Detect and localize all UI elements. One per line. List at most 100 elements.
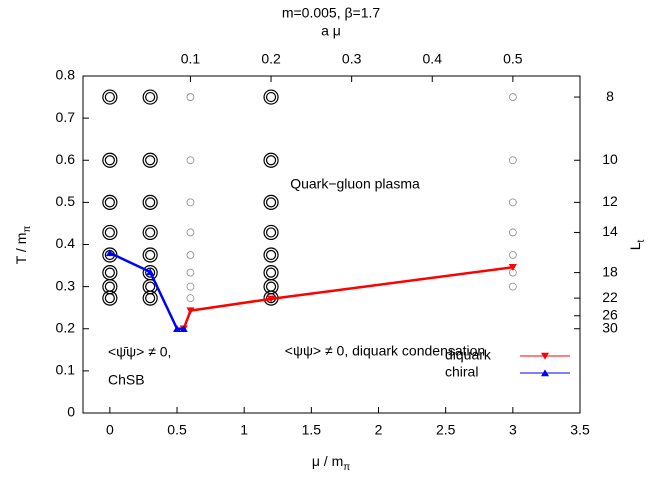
lattice-point (186, 268, 195, 277)
x2-tick-label: 0.1 (181, 51, 201, 67)
lattice-point-inner (265, 267, 277, 278)
lattice-point (508, 93, 517, 101)
y-axis-label-main: T / m (13, 233, 29, 265)
y2-tick-label: 14 (602, 223, 618, 239)
lattice-point (186, 282, 195, 291)
y2-axis-label-sub: t (636, 239, 647, 242)
lattice-point-inner (265, 249, 277, 261)
series-marker (105, 249, 114, 257)
lattice-point-inner (265, 227, 277, 238)
lattice-point (102, 224, 118, 241)
legend-label: diquark (445, 347, 492, 363)
lattice-point (186, 93, 195, 101)
chart-title: m=0.005, β=1.7 (282, 5, 381, 21)
lattice-point (102, 194, 118, 210)
lattice-point-inner (265, 155, 277, 166)
lattice-point-inner (145, 267, 156, 278)
series-marker (146, 268, 155, 276)
lattice-point (186, 156, 195, 165)
lattice-point-inner (265, 91, 277, 103)
lattice-point-inner (104, 281, 115, 292)
lattice-point (263, 224, 279, 241)
lattice-point-inner (104, 293, 115, 304)
lattice-point-inner (145, 293, 156, 304)
series-line (182, 266, 513, 330)
annotation: <ψψ> ≠ 0, diquark condensation (285, 343, 485, 359)
y-axis-label-sub: π (22, 226, 33, 233)
lattice-point-inner (104, 227, 115, 238)
lattice-point-inner (104, 155, 115, 166)
lattice-point-inner (104, 267, 115, 278)
legend-marker (541, 369, 549, 377)
x-tick-label: 1 (240, 422, 248, 438)
lattice-point (263, 89, 279, 105)
x-axis-label-sub: π (343, 462, 350, 473)
lattice-point (102, 152, 118, 168)
lattice-point (142, 247, 158, 263)
lattice-point (142, 152, 158, 168)
x2-tick-label: 0.2 (261, 51, 281, 67)
x2-tick-label: 0.3 (342, 51, 362, 67)
series-marker (508, 264, 517, 271)
y2-tick-label: 10 (602, 151, 618, 167)
lattice-point (102, 290, 118, 306)
lattice-point-inner (265, 281, 277, 292)
lattice-point-inner (145, 281, 156, 292)
y-tick-label: 0.2 (56, 319, 76, 335)
lattice-point (142, 290, 158, 306)
lattice-point (186, 228, 195, 237)
y-tick-label: 0 (67, 404, 75, 420)
y-tick-label: 0.1 (56, 362, 76, 378)
y-tick-label: 0.5 (56, 193, 76, 209)
y2-tick-label: 12 (602, 193, 618, 209)
lattice-point-inner (145, 249, 156, 261)
y2-tick-label: 30 (602, 319, 618, 335)
lattice-point (263, 247, 279, 263)
y2-axis-label: Lt (627, 239, 647, 250)
lattice-point (186, 294, 195, 303)
annotation: Quark−gluon plasma (290, 176, 420, 192)
y-axis-label: T / mπ (13, 226, 33, 265)
lattice-point (142, 224, 158, 241)
y2-tick-label: 26 (602, 306, 618, 322)
series-marker (267, 295, 276, 303)
x-tick-label: 1.5 (302, 422, 322, 438)
lattice-point (263, 152, 279, 168)
lattice-point-inner (104, 91, 115, 103)
x-tick-label: 3 (509, 422, 517, 438)
series-marker (179, 325, 188, 332)
x2-tick-label: 0.5 (503, 51, 523, 67)
lattice-point (508, 198, 517, 207)
legend-marker (541, 352, 549, 360)
lattice-point-inner (145, 91, 156, 103)
y-tick-label: 0.6 (56, 151, 76, 167)
lattice-point (186, 251, 195, 259)
y2-tick-label: 22 (602, 289, 618, 305)
x-tick-label: 0 (106, 422, 114, 438)
lattice-point-inner (145, 227, 156, 238)
lattice-point (142, 194, 158, 210)
y-tick-label: 0.8 (56, 67, 76, 83)
lattice-point-inner (145, 197, 156, 208)
lattice-point (508, 156, 517, 165)
y-tick-label: 0.4 (56, 235, 76, 251)
x-axis-label: μ / mπ (312, 453, 350, 473)
x2-tick-label: 0.4 (423, 51, 443, 67)
x-tick-label: 2 (375, 422, 383, 438)
series-line (109, 251, 184, 330)
y2-tick-label: 18 (602, 263, 618, 279)
series-marker (186, 307, 195, 315)
lattice-point (186, 198, 195, 207)
lattice-point-inner (265, 197, 277, 208)
series-marker (173, 325, 182, 332)
y-tick-label: 0.7 (56, 109, 76, 125)
x-tick-label: 2.5 (436, 422, 456, 438)
legend-label: chiral (445, 364, 478, 380)
x2-axis-label: a μ (321, 23, 341, 39)
plot-frame (82, 75, 581, 414)
lattice-point (142, 89, 158, 105)
lattice-point (508, 282, 517, 291)
lattice-point (508, 251, 517, 259)
y2-tick-label: 8 (606, 88, 614, 104)
